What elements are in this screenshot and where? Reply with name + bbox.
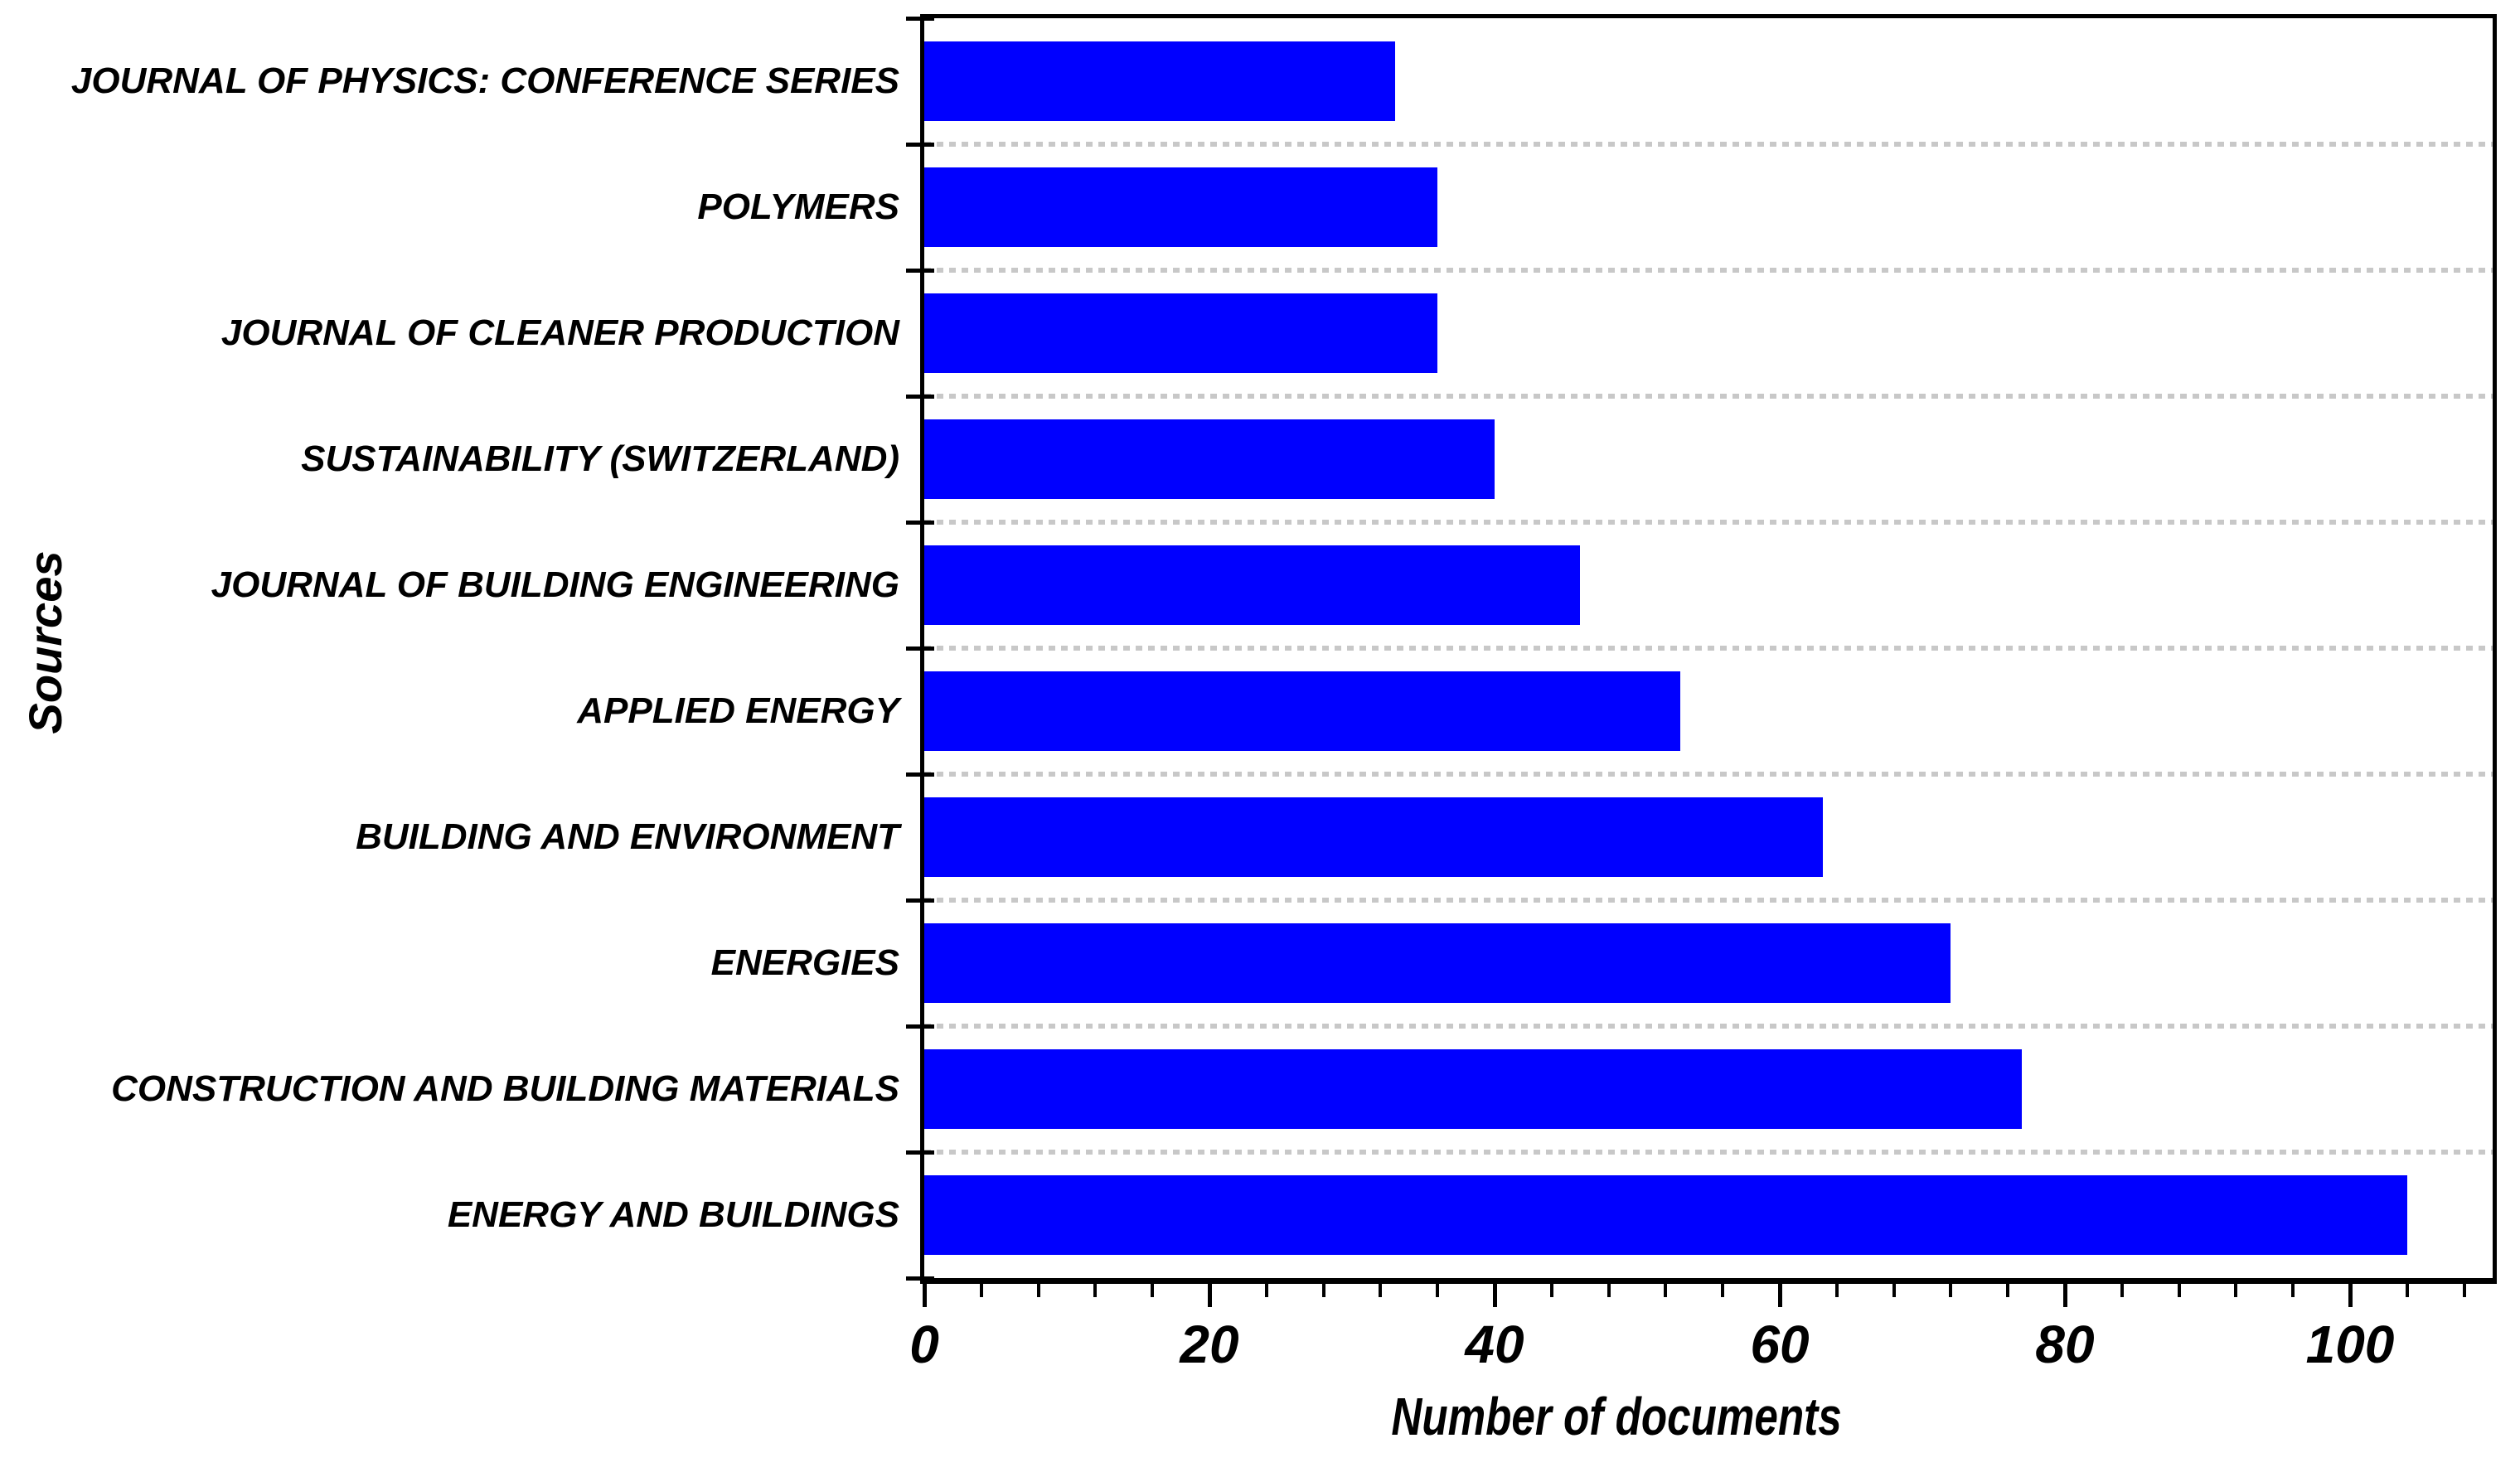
- x-tick-minor: [2405, 1284, 2409, 1297]
- y-tick: [906, 1276, 934, 1281]
- gridline: [924, 646, 2493, 651]
- bar: [924, 923, 1951, 1003]
- y-tick: [906, 646, 934, 651]
- x-tick-minor: [1264, 1284, 1268, 1297]
- plot-area: [906, 14, 2497, 1284]
- gridline: [924, 520, 2493, 525]
- x-tick-minor: [1606, 1284, 1611, 1297]
- category-label: JOURNAL OF BUILDING ENGINEERING: [211, 564, 899, 605]
- category-label: APPLIED ENERGY: [577, 690, 899, 731]
- x-tick-minor: [979, 1284, 983, 1297]
- x-tick-minor: [1151, 1284, 1155, 1297]
- x-tick-major: [2063, 1284, 2067, 1307]
- x-tick-minor: [2234, 1284, 2238, 1297]
- y-tick: [906, 772, 934, 777]
- x-tick-label: 0: [909, 1315, 939, 1374]
- category-label: JOURNAL OF CLEANER PRODUCTION: [220, 312, 899, 353]
- gridline: [924, 898, 2493, 903]
- x-tick-label: 80: [2035, 1315, 2095, 1374]
- x-tick-minor: [1664, 1284, 1668, 1297]
- y-tick: [906, 1150, 934, 1155]
- x-tick-minor: [2006, 1284, 2010, 1297]
- x-tick-minor: [1093, 1284, 1098, 1297]
- category-label: ENERGIES: [710, 942, 899, 983]
- x-tick-minor: [2120, 1284, 2124, 1297]
- x-tick-minor: [2177, 1284, 2181, 1297]
- y-tick: [906, 17, 934, 21]
- gridline: [924, 772, 2493, 777]
- x-tick-label: 40: [1465, 1315, 1524, 1374]
- y-tick: [906, 521, 934, 525]
- y-tick: [906, 269, 934, 273]
- x-tick-major: [2348, 1284, 2353, 1307]
- x-tick-minor: [2291, 1284, 2295, 1297]
- bar: [924, 41, 1395, 121]
- category-label: JOURNAL OF PHYSICS: CONFERENCE SERIES: [70, 61, 899, 101]
- x-tick-minor: [1834, 1284, 1839, 1297]
- y-tick: [906, 395, 934, 399]
- category-label: BUILDING AND ENVIRONMENT: [356, 816, 899, 857]
- bar: [924, 293, 1438, 373]
- category-label: ENERGY AND BUILDINGS: [447, 1194, 899, 1235]
- x-tick-major: [1208, 1284, 1212, 1307]
- gridline: [924, 1150, 2493, 1155]
- bar: [924, 419, 1495, 499]
- y-tick: [906, 1024, 934, 1029]
- bar: [924, 671, 1680, 751]
- category-label: POLYMERS: [697, 186, 899, 227]
- x-tick-major: [1778, 1284, 1782, 1307]
- gridline: [924, 268, 2493, 273]
- bar: [924, 167, 1438, 247]
- bar: [924, 797, 1823, 877]
- x-tick-minor: [2462, 1284, 2466, 1297]
- x-tick-minor: [1721, 1284, 1725, 1297]
- x-tick-major: [923, 1284, 927, 1307]
- x-tick-minor: [1549, 1284, 1553, 1297]
- y-tick: [906, 143, 934, 147]
- x-tick-label: 20: [1180, 1315, 1239, 1374]
- x-tick-minor: [1379, 1284, 1383, 1297]
- bar: [924, 1049, 2023, 1129]
- gridline: [924, 1024, 2493, 1029]
- gridline: [924, 394, 2493, 399]
- x-tick-label: 60: [1750, 1315, 1810, 1374]
- x-axis-title: Number of documents: [1391, 1387, 1842, 1446]
- x-tick-minor: [1949, 1284, 1953, 1297]
- x-tick-minor: [1892, 1284, 1896, 1297]
- bar: [924, 1175, 2407, 1255]
- category-label: SUSTAINABILITY (SWITZERLAND): [301, 438, 899, 479]
- x-tick-minor: [1036, 1284, 1040, 1297]
- category-label: CONSTRUCTION AND BUILDING MATERIALS: [111, 1068, 899, 1109]
- bar: [924, 545, 1581, 625]
- x-tick-label: 100: [2305, 1315, 2395, 1374]
- x-tick-minor: [1321, 1284, 1325, 1297]
- x-tick-major: [1493, 1284, 1497, 1307]
- y-tick: [906, 898, 934, 903]
- x-tick-minor: [1436, 1284, 1440, 1297]
- gridline: [924, 142, 2493, 147]
